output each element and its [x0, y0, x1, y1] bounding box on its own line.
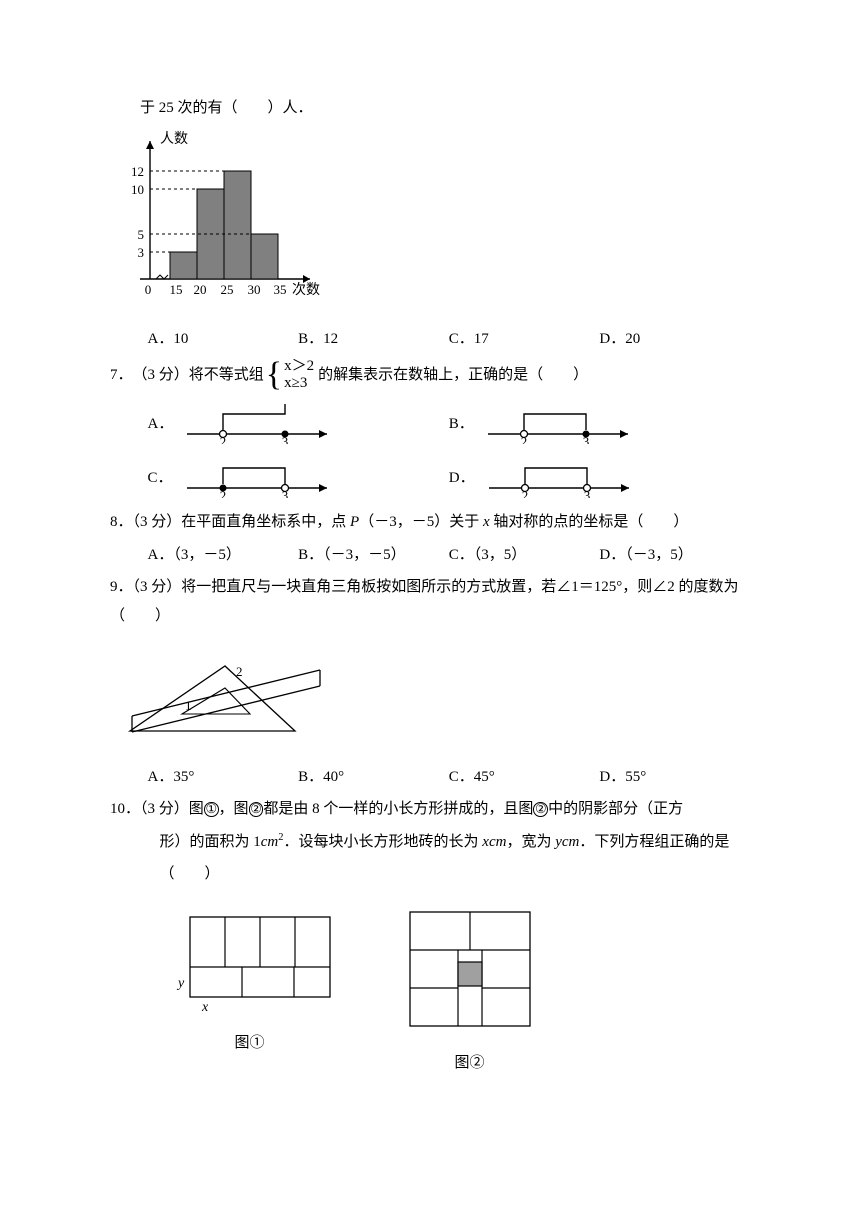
svg-text:3: 3 — [138, 245, 145, 260]
q9-option-d: D．55° — [599, 763, 750, 792]
q7-ineq-top: x＞2 — [284, 358, 314, 375]
q8-option-b: B．（－3，－5） — [298, 541, 449, 570]
svg-text:x: x — [201, 1000, 209, 1015]
q7-label-a: A． — [148, 410, 174, 445]
q9-pts: （3 分） — [133, 579, 182, 595]
q10-stem: 10．（3 分）图①，图②都是由 8 个一样的小长方形拼成的，且图②中的阴影部分… — [110, 795, 750, 824]
svg-text:12: 12 — [131, 164, 144, 179]
svg-text:2: 2 — [236, 664, 243, 679]
q7-num: 7． — [110, 361, 133, 390]
svg-text:25: 25 — [221, 282, 234, 297]
q7-pts: （3 分） — [133, 361, 189, 390]
q9-figure: 1 2 — [110, 636, 750, 757]
q7-label-d: D． — [449, 464, 475, 499]
q9-stem: 9．（3 分）将一把直尺与一块直角三角板按如图所示的方式放置，若∠1＝125°，… — [110, 573, 750, 630]
q10-pts: （3 分） — [140, 801, 189, 817]
q7-numberline-c: 2 3 — [179, 450, 339, 498]
q7-numberline-b: 2 3 — [480, 396, 640, 444]
q8-option-d: D．（－3，5） — [599, 541, 750, 570]
q6-option-d: D．20 — [599, 325, 750, 354]
q8-pts: （3 分） — [133, 514, 182, 530]
q6-stem-continued: 于 25 次的有（ ）人． — [140, 94, 750, 123]
q6-histogram: 3 5 10 12 0 15 20 25 30 35 人数 次数 — [110, 129, 750, 320]
q8-option-c: C．（3，5） — [449, 541, 600, 570]
q9-option-b: B．40° — [298, 763, 449, 792]
q7-stem: 7． （3 分） 将不等式组 { x＞2 x≥3 的解集表示在数轴上，正确的是（… — [110, 358, 750, 393]
q7-ineq-bottom: x≥3 — [284, 375, 314, 392]
q7-label-c: C． — [148, 464, 173, 499]
q7-stem-b: 的解集表示在数轴上，正确的是（ ） — [318, 361, 588, 390]
q9-stem-text: 将一把直尺与一块直角三角板按如图所示的方式放置，若∠1＝125°，则∠2 的度数… — [110, 579, 739, 624]
q10-stem-c: （ ） — [160, 860, 751, 889]
q10-num: 10． — [110, 801, 140, 817]
q9-option-a: A．35° — [148, 763, 299, 792]
q10-stem-b: 形）的面积为 1cm2．设每块小长方形地砖的长为 xcm，宽为 ycm．下列方程… — [160, 828, 751, 857]
q10-figures: y x 图① 图② — [160, 907, 751, 1078]
q7-option-c: C． 2 3 — [148, 450, 449, 498]
q10-fig1-caption: 图① — [160, 1029, 340, 1058]
svg-text:15: 15 — [170, 282, 183, 297]
svg-text:5: 5 — [138, 227, 145, 242]
svg-text:1: 1 — [185, 698, 192, 713]
q6-option-b: B．12 — [298, 325, 449, 354]
q10-fig2: 图② — [400, 907, 540, 1078]
q6-options: A．10 B．12 C．17 D．20 — [148, 325, 751, 354]
svg-text:0: 0 — [145, 282, 152, 297]
q7-numberline-d: 2 3 — [481, 450, 641, 498]
exam-page: 于 25 次的有（ ）人． 3 5 10 12 0 — [0, 0, 860, 1118]
q7-option-b: B． 2 3 — [449, 396, 750, 444]
q6-option-a: A．10 — [148, 325, 299, 354]
q10-fig1: y x 图① — [160, 907, 340, 1078]
q8-options: A．（3，－5） B．（－3，－5） C．（3，5） D．（－3，5） — [148, 541, 751, 570]
q10-fig2-caption: 图② — [400, 1049, 540, 1078]
svg-text:10: 10 — [131, 182, 144, 197]
svg-text:人数: 人数 — [160, 131, 188, 147]
q7-options: A． 2 3 B． 2 3 — [148, 396, 751, 504]
q7-option-d: D． 2 3 — [449, 450, 750, 498]
q8-num: 8． — [110, 514, 133, 530]
svg-text:20: 20 — [194, 282, 207, 297]
q9-option-c: C．45° — [449, 763, 600, 792]
q9-options: A．35° B．40° C．45° D．55° — [148, 763, 751, 792]
q7-stem-a: 将不等式组 — [189, 361, 264, 390]
q8-stem: 8．（3 分）在平面直角坐标系中，点 P（－3，－5）关于 x 轴对称的点的坐标… — [110, 508, 750, 537]
svg-text:35: 35 — [274, 282, 287, 297]
q7-label-b: B． — [449, 410, 474, 445]
svg-text:次数: 次数 — [292, 282, 320, 298]
q6-option-c: C．17 — [449, 325, 600, 354]
q7-option-a: A． 2 3 — [148, 396, 449, 444]
svg-text:y: y — [176, 976, 185, 991]
svg-text:30: 30 — [248, 282, 261, 297]
q7-numberline-a: 2 3 — [179, 396, 339, 444]
q8-option-a: A．（3，－5） — [148, 541, 299, 570]
q9-num: 9． — [110, 579, 133, 595]
